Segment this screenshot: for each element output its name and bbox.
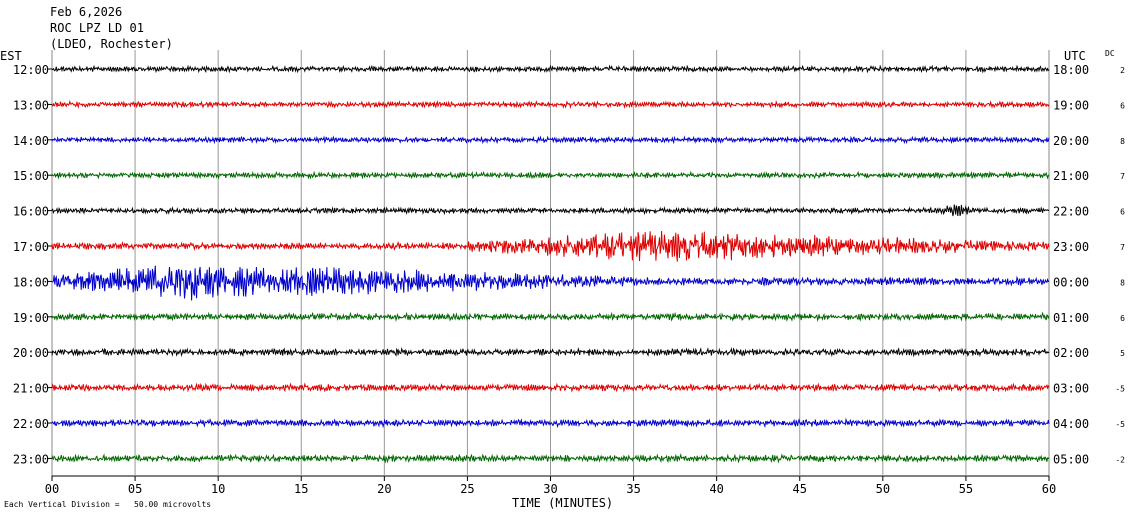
utc-label-23:00: 23:00 — [1053, 240, 1089, 254]
trace-15:00 — [51, 170, 1050, 180]
trace-19:00 — [51, 311, 1050, 323]
dc-value: 7 — [1120, 172, 1125, 181]
x-axis-title: TIME (MINUTES) — [512, 496, 614, 510]
x-tick-label-00: 00 — [45, 482, 59, 496]
trace-13:00 — [51, 99, 1050, 110]
x-tick-label-10: 10 — [211, 482, 225, 496]
x-tick-label-45: 45 — [793, 482, 807, 496]
x-tick-label-55: 55 — [959, 482, 973, 496]
trace-14:00 — [51, 135, 1050, 145]
est-label-22:00: 22:00 — [13, 417, 49, 431]
network-label: (LDEO, Rochester) — [50, 37, 173, 51]
trace-20:00 — [51, 346, 1050, 358]
dc-value: 5 — [1120, 349, 1125, 358]
traces — [51, 64, 1050, 464]
x-tick-label-15: 15 — [294, 482, 308, 496]
dc-value: -2 — [1115, 455, 1125, 464]
x-tick-label-35: 35 — [626, 482, 640, 496]
trace-12:00 — [52, 64, 1050, 74]
utc-label-02:00: 02:00 — [1053, 346, 1089, 360]
dc-value: -5 — [1115, 385, 1125, 394]
utc-label-18:00: 18:00 — [1053, 63, 1089, 77]
est-label-17:00: 17:00 — [13, 240, 49, 254]
est-label-12:00: 12:00 — [13, 63, 49, 77]
dc-value: -5 — [1115, 420, 1125, 429]
station-label: ROC LPZ LD 01 — [50, 21, 144, 35]
dc-value: 8 — [1120, 278, 1125, 287]
est-label-18:00: 18:00 — [13, 275, 49, 289]
utc-label-19:00: 19:00 — [1053, 98, 1089, 112]
utc-label-04:00: 04:00 — [1053, 417, 1089, 431]
dc-value: 6 — [1120, 101, 1125, 110]
dc-value: 6 — [1120, 314, 1125, 323]
x-tick-label-25: 25 — [460, 482, 474, 496]
dc-value: 7 — [1120, 243, 1125, 252]
x-tick-label-50: 50 — [876, 482, 890, 496]
x-axis: 00 05 10 15 20 25 30 35 40 45 50 55 60 — [45, 476, 1056, 496]
chart-header: Feb 6,2026 ROC LPZ LD 01 (LDEO, Rocheste… — [50, 4, 173, 52]
utc-label-00:00: 00:00 — [1053, 275, 1089, 289]
utc-label-21:00: 21:00 — [1053, 169, 1089, 183]
est-label-13:00: 13:00 — [13, 98, 49, 112]
utc-label-01:00: 01:00 — [1053, 311, 1089, 325]
trace-17:00 — [51, 230, 1050, 262]
trace-16:00 — [51, 204, 1050, 217]
dc-column-label: DC — [1105, 49, 1115, 58]
est-label-16:00: 16:00 — [13, 205, 49, 219]
trace-23:00 — [51, 452, 1050, 464]
est-label-20:00: 20:00 — [13, 346, 49, 360]
utc-label-03:00: 03:00 — [1053, 382, 1089, 396]
utc-label-05:00: 05:00 — [1053, 452, 1089, 466]
x-tick-label-05: 05 — [128, 482, 142, 496]
x-tick-label-20: 20 — [377, 482, 391, 496]
x-tick-label-40: 40 — [709, 482, 723, 496]
utc-label-22:00: 22:00 — [1053, 205, 1089, 219]
est-label-21:00: 21:00 — [13, 382, 49, 396]
row-labels: 12:00 18:00 2 13:00 19:00 6 14:00 20:00 8 15:00 21… — [13, 63, 1125, 466]
trace-18:00 — [51, 265, 1050, 301]
date-label: Feb 6,2026 — [50, 5, 123, 19]
scale-footnote: Each Vertical Division = 50.00 microvolt… — [4, 500, 212, 509]
dc-value: 8 — [1120, 137, 1125, 146]
est-label-14:00: 14:00 — [13, 134, 49, 148]
utc-axis-label: UTC — [1064, 49, 1086, 63]
utc-label-20:00: 20:00 — [1053, 134, 1089, 148]
est-label-19:00: 19:00 — [13, 311, 49, 325]
x-tick-label-30: 30 — [543, 482, 557, 496]
dc-value: 2 — [1120, 66, 1125, 75]
est-label-15:00: 15:00 — [13, 169, 49, 183]
grid — [51, 50, 1050, 477]
trace-22:00 — [51, 417, 1050, 429]
est-label-23:00: 23:00 — [13, 452, 49, 466]
est-axis-label: EST — [0, 49, 22, 63]
x-tick-label-60: 60 — [1042, 482, 1056, 496]
dc-value: 6 — [1120, 208, 1125, 217]
trace-21:00 — [51, 382, 1050, 393]
